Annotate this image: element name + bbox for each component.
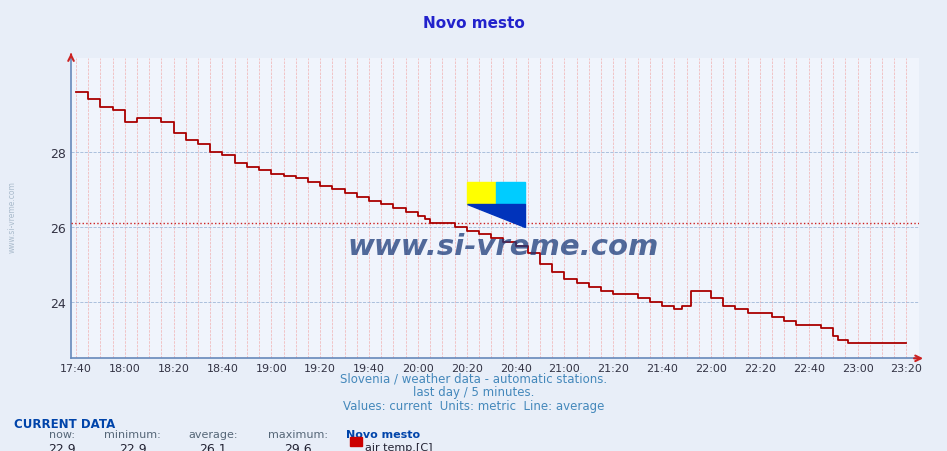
Text: minimum:: minimum: [104,429,161,439]
Bar [467,182,496,205]
Text: Values: current  Units: metric  Line: average: Values: current Units: metric Line: aver… [343,399,604,412]
Text: maximum:: maximum: [268,429,329,439]
Text: 22.9: 22.9 [118,442,147,451]
Text: last day / 5 minutes.: last day / 5 minutes. [413,386,534,399]
Text: Slovenia / weather data - automatic stations.: Slovenia / weather data - automatic stat… [340,372,607,385]
Text: www.si-vreme.com: www.si-vreme.com [8,180,17,253]
Text: now:: now: [48,429,75,439]
Text: CURRENT DATA: CURRENT DATA [14,417,116,430]
Text: 26.1: 26.1 [199,442,227,451]
Text: 22.9: 22.9 [47,442,76,451]
Bar [496,182,526,205]
Text: average:: average: [188,429,238,439]
Text: air temp.[C]: air temp.[C] [365,442,432,451]
Polygon shape [467,205,526,227]
Text: 29.6: 29.6 [284,442,313,451]
Text: Novo mesto: Novo mesto [347,429,420,439]
Text: www.si-vreme.com: www.si-vreme.com [348,232,659,260]
Text: Novo mesto: Novo mesto [422,16,525,31]
